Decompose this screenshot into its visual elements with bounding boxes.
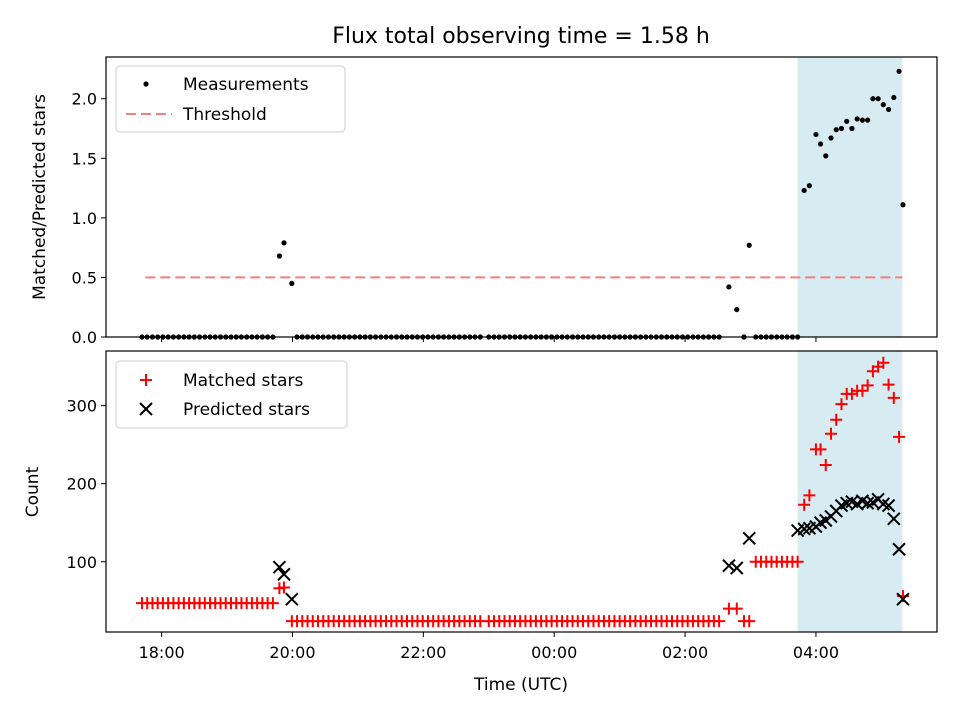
measurement-point — [859, 117, 866, 123]
top-y-tick-label: 1.0 — [72, 209, 97, 228]
legend-matched-label: Matched stars — [183, 371, 303, 391]
top-y-ticks: 0.0 0.5 1.0 1.5 2.0 — [72, 90, 106, 347]
measurement-point — [885, 106, 892, 113]
top-y-tick-label: 1.5 — [72, 149, 97, 168]
measurement-point — [833, 127, 839, 133]
matched-star-point — [861, 379, 874, 392]
matched-star-point — [730, 602, 743, 615]
matched-star-point — [814, 443, 827, 456]
top-legend: Measurements Threshold — [115, 65, 346, 133]
measurement-point — [828, 135, 834, 141]
predicted-star-point — [887, 512, 901, 526]
x-tick-label: 02:00 — [662, 643, 708, 662]
x-tick-label: 20:00 — [269, 643, 315, 662]
measurement-point — [891, 94, 897, 101]
measurement-point — [896, 68, 902, 74]
matched-star-point — [887, 391, 900, 404]
measurement-point — [726, 284, 732, 290]
top-y-label: Matched/Predicted stars — [30, 94, 50, 300]
legend-measurements-label: Measurements — [183, 75, 309, 95]
count-points — [135, 356, 910, 628]
x-tick-label: 04:00 — [793, 643, 839, 662]
predicted-star-point — [896, 592, 910, 606]
bottom-y-tick-label: 300 — [66, 397, 97, 416]
matched-star-point — [803, 489, 816, 502]
measurement-point — [746, 242, 752, 248]
measurement-point — [734, 306, 740, 313]
predicted-star-point — [722, 558, 736, 573]
measurement-point — [817, 141, 824, 147]
matched-star-point — [893, 430, 906, 443]
legend-measurements-marker — [143, 81, 149, 87]
x-axis-label: Time (UTC) — [473, 675, 568, 695]
measurement-point — [844, 118, 850, 124]
x-tick-label: 00:00 — [531, 643, 577, 662]
bottom-plot-frame — [105, 350, 938, 633]
legend-matched-marker — [140, 374, 152, 386]
matched-star-point — [877, 356, 890, 369]
measurement-point — [870, 96, 876, 102]
predicted-star-point — [892, 542, 906, 556]
matched-star-point — [266, 597, 279, 610]
top-x-ticks — [161, 337, 817, 342]
predicted-star-point — [277, 567, 291, 581]
chart-title: Flux total observing time = 1.58 h — [332, 24, 710, 49]
top-y-tick-label: 0.0 — [72, 328, 97, 347]
matched-star-point — [798, 498, 811, 511]
bottom-panel: 100 200 300 18:00 20:00 22:00 00:00 02:00 04:00… — [23, 350, 938, 695]
measurement-point — [880, 102, 886, 108]
measurement-point — [813, 131, 819, 138]
measurement-point — [854, 116, 860, 122]
measurement-point — [281, 240, 287, 246]
top-panel: 0.00.51.01.52.0 Matched/Predicted stars … — [30, 56, 938, 347]
measurement-point — [865, 117, 871, 123]
matched-star-point — [830, 413, 843, 426]
matched-star-point — [835, 398, 848, 411]
top-plot-frame — [105, 56, 938, 338]
legend-predicted-marker — [139, 402, 153, 416]
predicted-star-point — [285, 592, 299, 606]
bottom-y-label: Count — [23, 466, 43, 517]
predicted-star-point — [797, 522, 811, 536]
legend-predicted-label: Predicted stars — [183, 400, 310, 420]
measurement-point — [900, 202, 906, 208]
matched-star-point — [277, 581, 290, 594]
matched-star-point — [819, 458, 832, 471]
matched-star-point — [791, 555, 804, 568]
matched-star-point — [713, 615, 726, 628]
x-tick-label: 22:00 — [400, 643, 446, 662]
measurement-point — [849, 125, 855, 132]
measurement-point — [838, 125, 845, 132]
measurement-point — [801, 187, 807, 194]
predicted-star-point — [742, 531, 756, 546]
top-legend-box — [115, 65, 346, 133]
matched-star-point — [856, 384, 869, 397]
predicted-star-point — [272, 560, 287, 574]
bottom-y-tick-label: 100 — [66, 553, 97, 572]
bottom-observing-span — [797, 351, 903, 632]
legend-threshold-label: Threshold — [182, 105, 267, 125]
matched-star-point — [824, 427, 837, 440]
predicted-star-point — [881, 498, 896, 513]
bottom-x-ticks: 18:00 20:00 22:00 00:00 02:00 04:00 — [139, 632, 839, 662]
measurement-point — [289, 280, 295, 286]
measurement-point — [875, 96, 881, 102]
top-observing-span — [797, 57, 903, 337]
predicted-star-point — [730, 561, 744, 575]
top-y-tick-label: 2.0 — [72, 90, 97, 109]
x-tick-label: 18:00 — [139, 643, 185, 662]
measurement-point — [806, 183, 813, 189]
bottom-legend-box — [115, 360, 348, 429]
matched-star-point — [882, 378, 895, 391]
top-y-tick-label: 0.5 — [72, 268, 97, 287]
bottom-legend: Matched stars Predicted stars — [115, 360, 348, 429]
bottom-y-ticks: 100 200 300 — [66, 397, 106, 572]
measurement-point — [823, 153, 829, 159]
predicted-star-point — [860, 496, 875, 510]
matched-star-point — [743, 615, 756, 628]
bottom-y-tick-label: 200 — [66, 475, 97, 494]
measurement-point — [276, 253, 282, 259]
